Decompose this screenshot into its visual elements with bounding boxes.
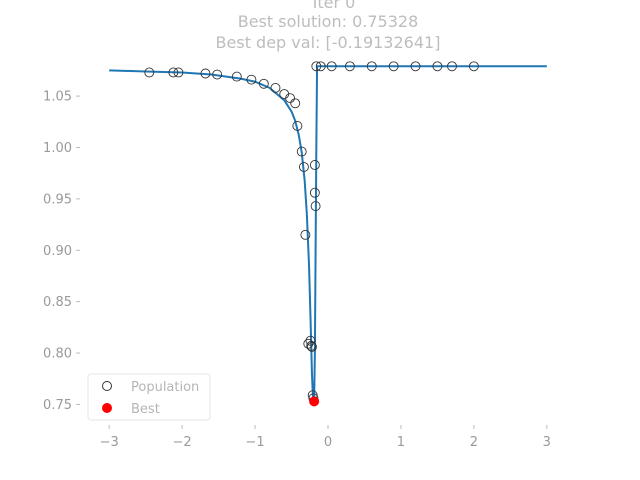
y-tick-label: 0.80 [43, 347, 72, 362]
population-point [290, 98, 301, 109]
population-point [311, 61, 322, 72]
population-point [231, 71, 242, 82]
legend-best-marker [102, 403, 112, 413]
population-point [298, 162, 309, 172]
title-line-best-dep-val: Best dep val: [-0.19132641] [216, 33, 441, 52]
population-point [309, 187, 320, 198]
y-tick-label: 1.05 [43, 90, 72, 105]
population-point [410, 61, 421, 72]
population-point [344, 61, 355, 72]
points-layer [144, 61, 479, 407]
population-point [246, 74, 257, 85]
y-tick-label: 0.85 [43, 295, 72, 310]
population-point [305, 335, 316, 346]
population-point [307, 341, 317, 352]
title-line-iter: Iter 0 [313, 0, 356, 12]
best-point [309, 396, 320, 407]
population-point [200, 68, 211, 79]
population-point [310, 201, 321, 212]
curve-layer [109, 65, 547, 403]
legend: Population Best [87, 373, 211, 421]
population-point [212, 69, 223, 80]
x-tick-label: 0 [324, 435, 332, 450]
legend-frame [87, 373, 211, 421]
y-tick-label: 0.90 [43, 244, 72, 259]
population-point [258, 78, 269, 89]
population-point [270, 82, 281, 93]
title-line-best-solution: Best solution: 0.75328 [238, 12, 419, 31]
population-point [292, 120, 303, 131]
y-tick-label: 0.75 [43, 398, 72, 413]
plot-axes: −3 −2 −1 0 1 2 3 0.75 0.80 0.85 0.90 0.95 1.00 1.05 [43, 90, 551, 450]
population-point [303, 338, 314, 349]
fitness-curve [109, 65, 547, 403]
x-tick-label: −2 [173, 435, 192, 450]
population-point [300, 229, 311, 240]
x-tick-label: −3 [100, 435, 119, 450]
legend-population-marker [102, 381, 112, 391]
x-tick-label: −1 [245, 435, 264, 450]
population-point [326, 61, 337, 72]
x-tick-label: 3 [543, 435, 551, 450]
population-point [168, 67, 179, 78]
x-tick-label: 2 [470, 435, 478, 450]
legend-population-label: Population [131, 380, 199, 395]
population-point [309, 160, 320, 170]
y-tick-label: 0.95 [43, 192, 72, 207]
population-point [296, 146, 307, 157]
population-point [315, 61, 326, 72]
y-tick-label: 1.00 [43, 141, 72, 156]
population-point [306, 340, 317, 351]
population-point [366, 61, 377, 72]
population-point [144, 67, 155, 78]
chart-title: Iter 0 Best solution: 0.75328 Best dep v… [216, 0, 441, 52]
population-point [388, 61, 399, 72]
population-point [173, 67, 184, 78]
population-point [447, 61, 457, 72]
legend-best-label: Best [131, 402, 160, 417]
x-tick-label: 1 [397, 435, 405, 450]
population-point [285, 93, 296, 104]
population-point [468, 61, 479, 72]
population-point [432, 61, 443, 72]
